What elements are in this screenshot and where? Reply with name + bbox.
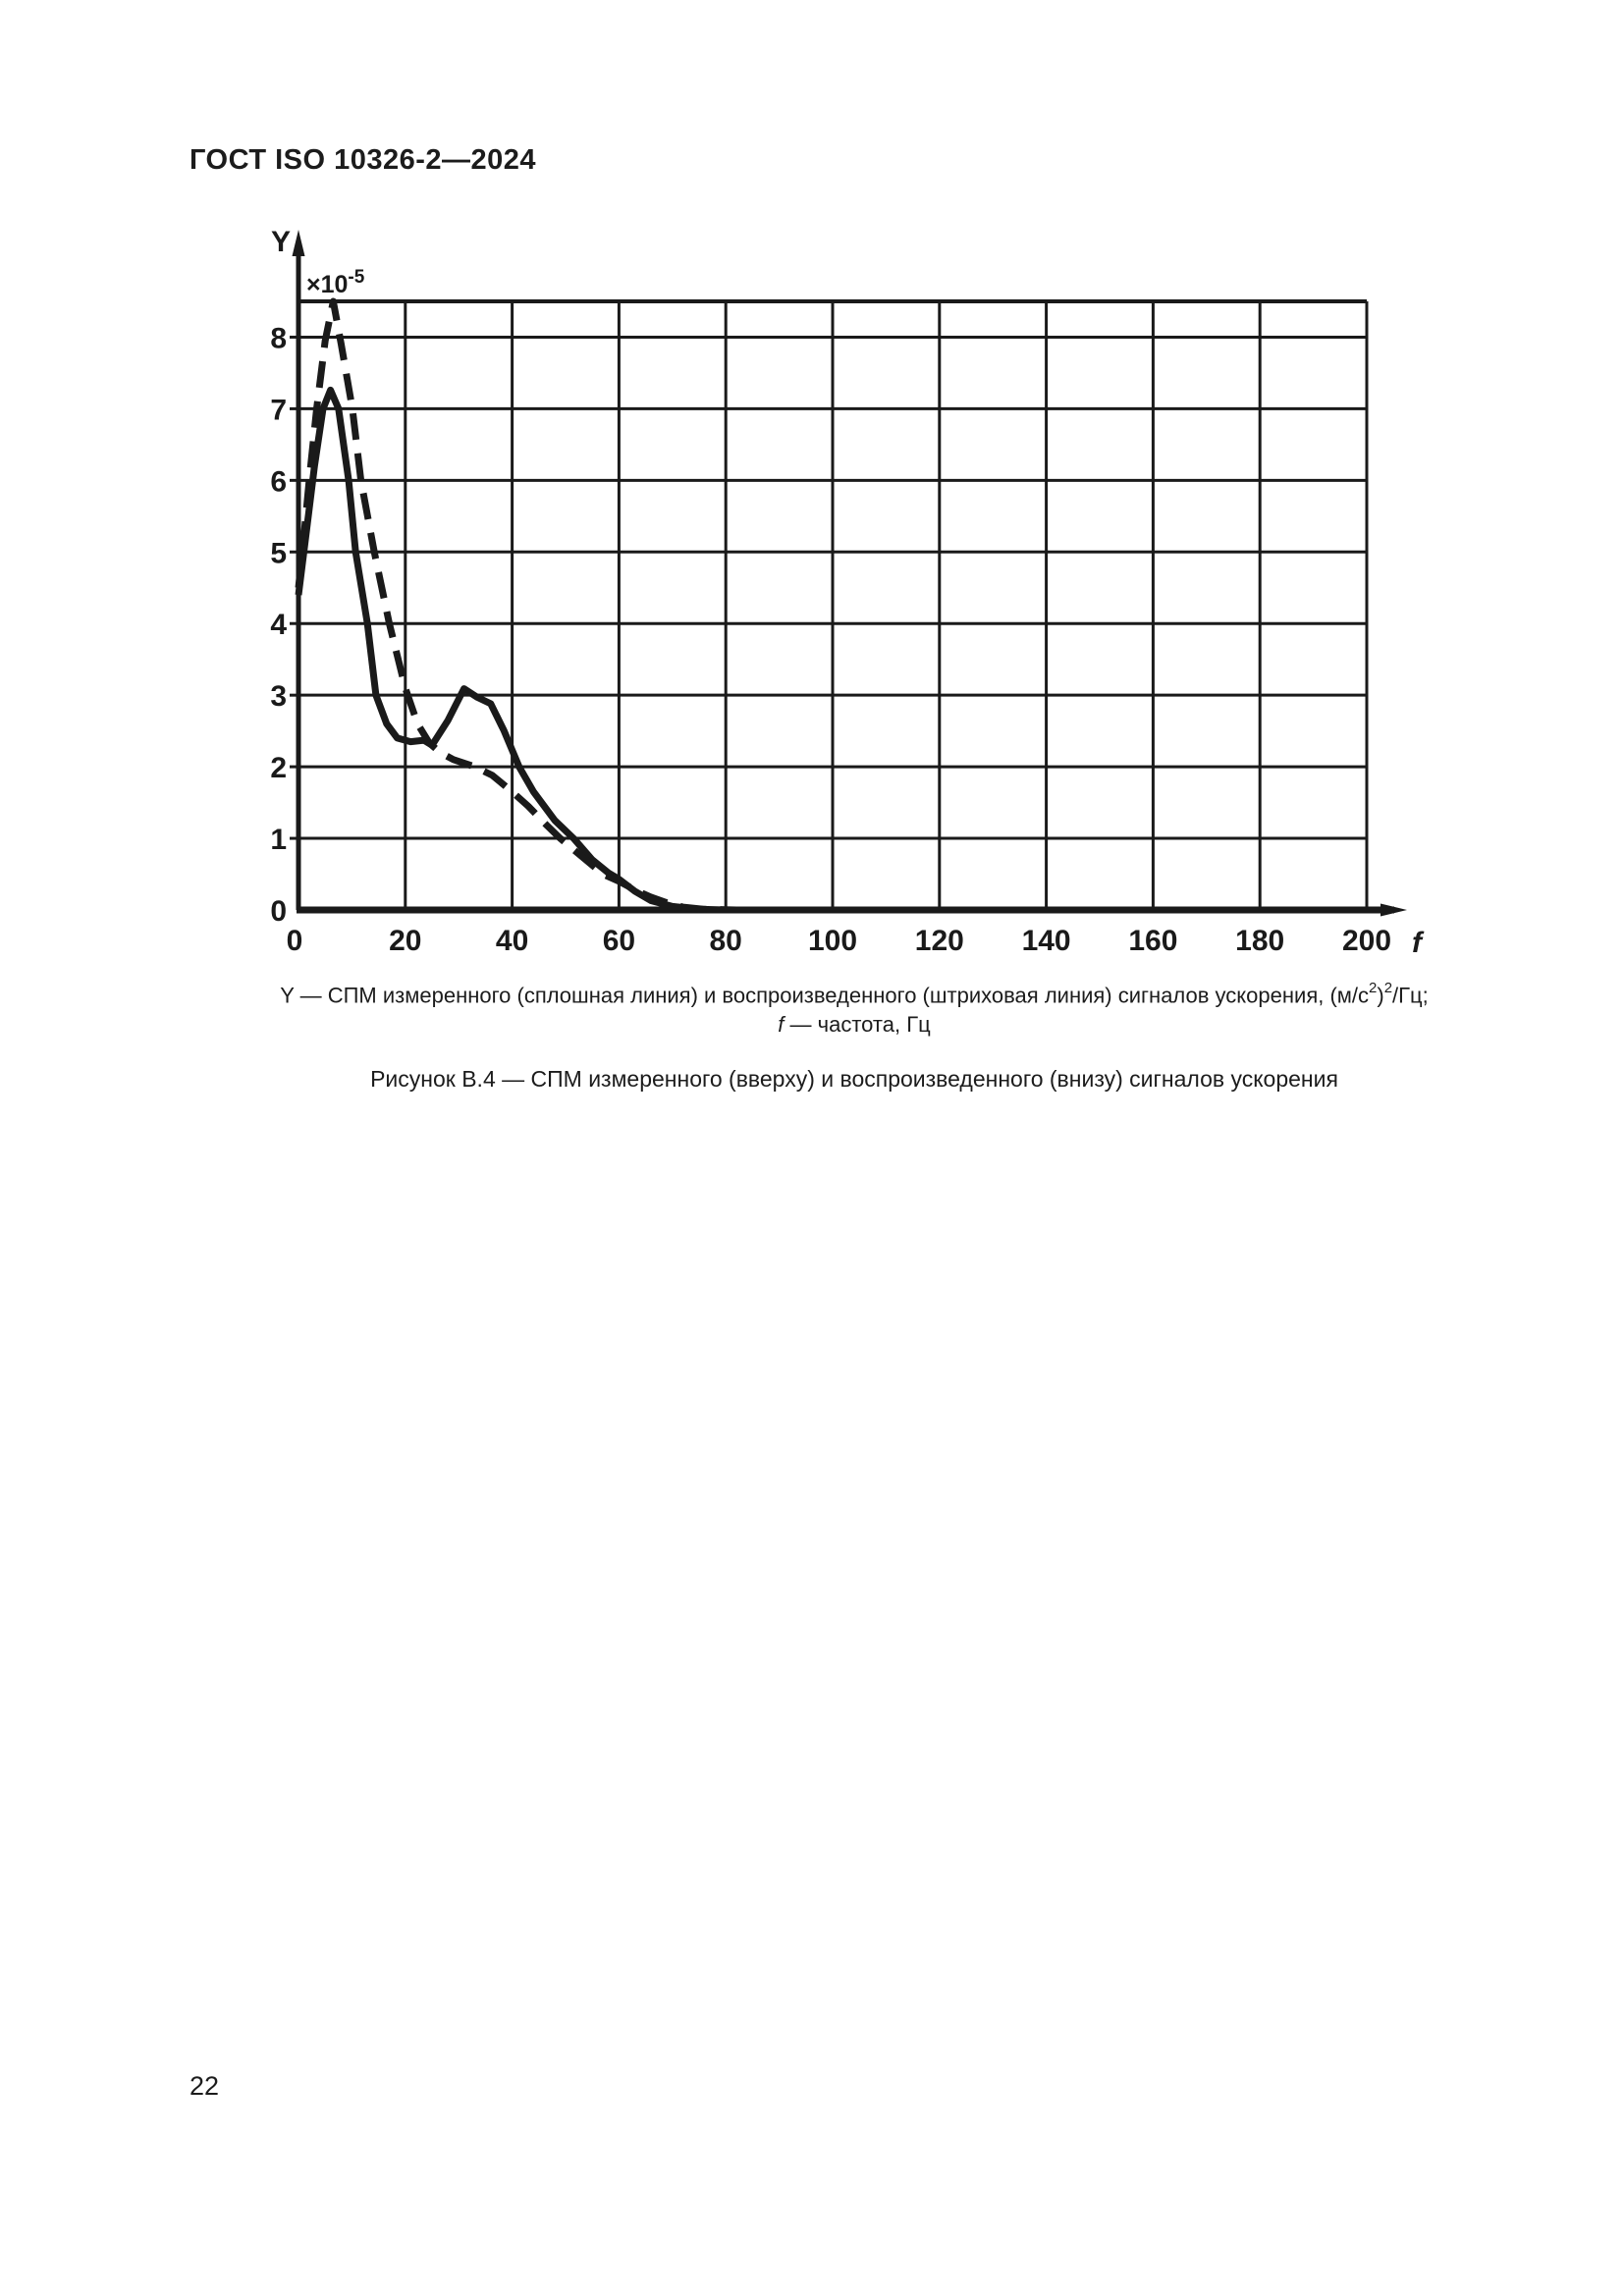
x-tick-label: 20 (389, 925, 421, 957)
note-text: Y — СПМ измеренного (сплошная линия) и в… (280, 983, 1370, 1008)
y-tick-label: 4 (270, 609, 287, 641)
x-tick-label: 180 (1235, 925, 1284, 957)
y-tick-label: 2 (270, 752, 287, 784)
frequency-symbol: f (778, 1012, 785, 1037)
x-tick-label: 160 (1128, 925, 1177, 957)
y-tick-label: 8 (270, 322, 287, 354)
y-tick-label: 0 (270, 895, 287, 928)
note-superscript: 2 (1369, 980, 1378, 996)
note-superscript: 2 (1383, 980, 1393, 996)
y-tick-label: 3 (270, 680, 287, 713)
x-axis-label: f (1412, 927, 1425, 959)
x-tick-label: 200 (1342, 925, 1391, 957)
y-tick-label: 7 (270, 394, 287, 426)
page-number: 22 (189, 2071, 220, 2101)
y-axis-label: Y (271, 226, 291, 258)
y-tick-label: 6 (270, 465, 287, 498)
x-tick-label: 80 (710, 925, 742, 957)
note-text: ) (1377, 983, 1384, 1008)
x-tick-label: 60 (603, 925, 635, 957)
x-tick-label: 140 (1022, 925, 1071, 957)
x-tick-label: 0 (287, 925, 303, 957)
note-text: — частота, Гц (784, 1012, 931, 1037)
chart-note-line1: Y — СПМ измеренного (сплошная линия) и в… (84, 980, 1624, 1008)
grid (290, 299, 1369, 910)
chart-note-line2: f — частота, Гц (84, 1012, 1624, 1038)
x-tick-label: 40 (496, 925, 528, 957)
series-line-reproduced-dashed (295, 297, 1367, 914)
y-tick-label: 5 (270, 537, 287, 569)
x-tick-label: 100 (808, 925, 857, 957)
note-text: /Гц; (1392, 983, 1429, 1008)
y-tick-label: 1 (270, 824, 287, 856)
axes (292, 230, 1407, 917)
document-header: ГОСТ ISO 10326-2—2024 (189, 144, 537, 176)
figure-caption: Рисунок В.4 — СПМ измеренного (вверху) и… (370, 1066, 1338, 1092)
y-axis-arrow-icon (292, 230, 305, 256)
x-axis-arrow-icon (1380, 903, 1407, 917)
x-tick-label: 120 (915, 925, 964, 957)
y-scale-label: ×10-5 (306, 267, 365, 298)
